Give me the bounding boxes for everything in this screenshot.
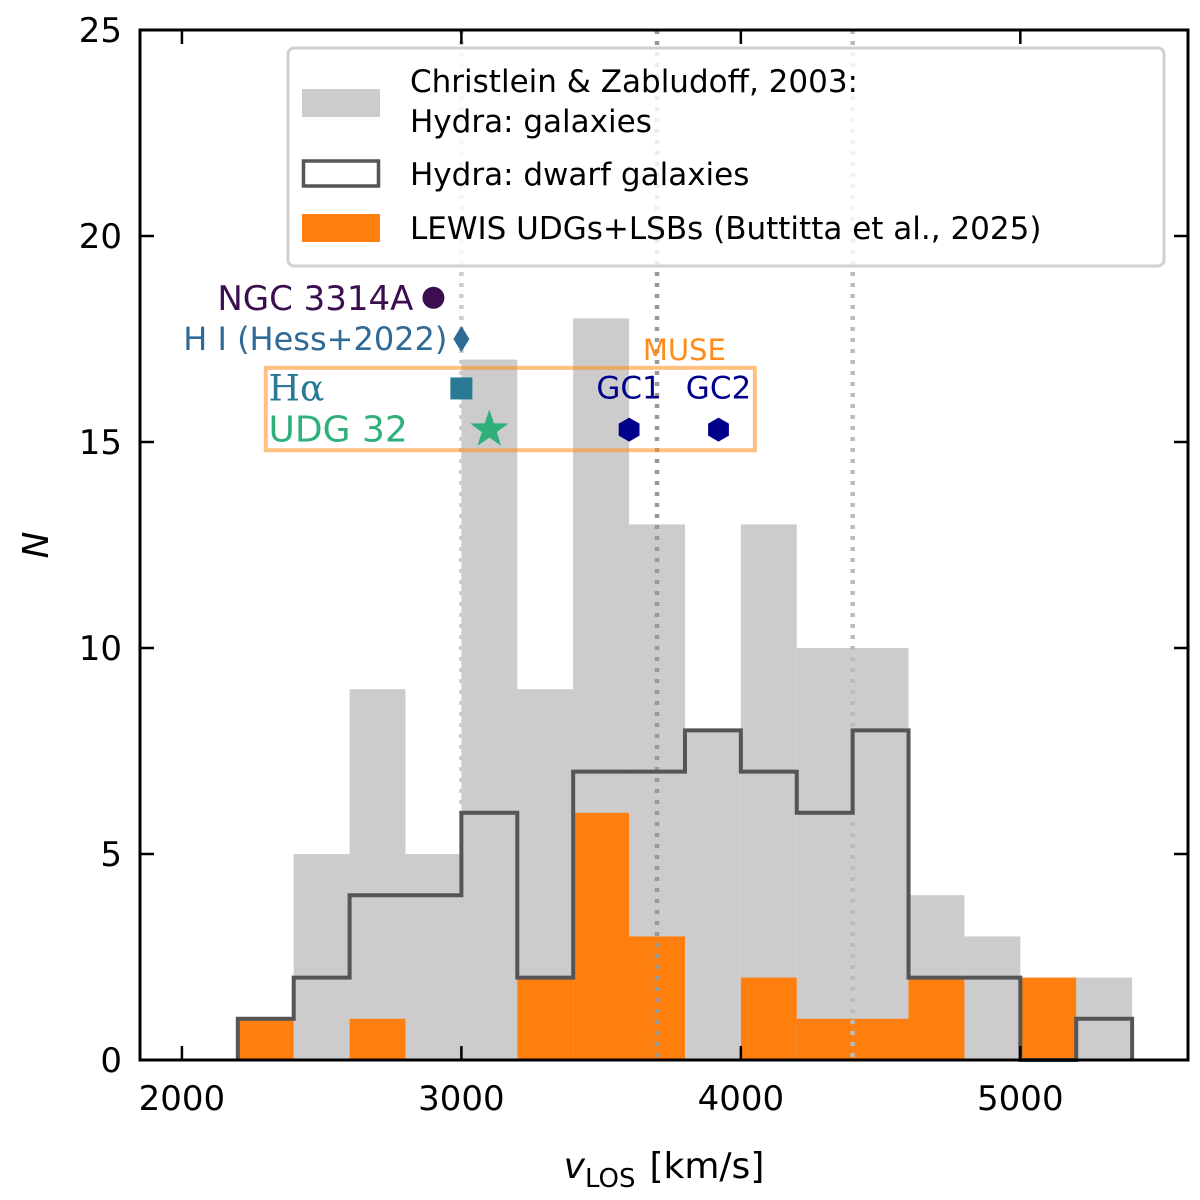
legend-label-galaxies-line1: Christlein & Zabludoff, 2003: — [410, 64, 858, 100]
lewis-bar — [852, 1018, 909, 1060]
plot-frame — [138, 28, 1190, 1062]
legend: Christlein & Zabludoff, 2003: Hydra: gala… — [286, 46, 1166, 268]
lewis-bar — [573, 812, 630, 1060]
lewis-bar — [796, 1018, 853, 1060]
x-tick-label: 5000 — [977, 1079, 1064, 1119]
label-gc1: GC1 — [596, 371, 661, 407]
lewis-bar — [740, 977, 797, 1060]
label-h-i-hess-2022: H I (Hess+2022) — [183, 320, 447, 358]
lewis-bar — [1020, 977, 1077, 1060]
point-udg-32 — [470, 409, 509, 446]
dwarf-galaxies-step-line — [235, 728, 1135, 1062]
lewis-bar — [908, 977, 965, 1060]
galaxies-bar — [405, 854, 462, 1060]
label-ngc-3314a: NGC 3314A — [217, 279, 413, 319]
point-gc2 — [708, 417, 729, 442]
y-tick-label: 15 — [79, 423, 122, 463]
point-h-i-hess-2022 — [453, 326, 470, 352]
point-ngc-3314a — [422, 286, 445, 309]
legend-swatch-dwarf — [301, 159, 381, 188]
x-axis-label-var: v — [564, 1146, 586, 1187]
legend-label-lewis: LEWIS UDGs+LSBs (Buttitta et al., 2025) — [410, 211, 1041, 247]
label-h: Hα — [269, 368, 325, 409]
galaxies-bar — [461, 359, 518, 1061]
legend-swatch-galaxies — [302, 89, 380, 117]
x-axis-label-unit: [km/s] — [649, 1146, 764, 1187]
legend-label-galaxies-line2: Hydra: galaxies — [410, 104, 652, 140]
x-axis-label-sub: LOS — [585, 1164, 636, 1194]
galaxies-bar — [293, 854, 350, 1060]
y-tick-label: 0 — [100, 1041, 122, 1081]
x-tick-label: 3000 — [418, 1079, 505, 1119]
point-h — [450, 377, 473, 400]
muse-box-frame — [263, 365, 757, 453]
x-tick-label: 4000 — [698, 1079, 785, 1119]
lewis-bar — [237, 1018, 294, 1060]
y-tick-label: 25 — [79, 11, 122, 51]
x-tick-label: 2000 — [139, 1079, 226, 1119]
x-axis-label: vLOS [km/s] — [564, 1146, 765, 1194]
galaxies-bar — [796, 648, 853, 1060]
point-gc1 — [618, 417, 640, 442]
y-tick-label: 10 — [79, 629, 122, 669]
y-tick-label: 20 — [79, 217, 122, 257]
galaxies-bar — [349, 689, 406, 1060]
lewis-bar — [349, 1018, 406, 1060]
y-tick-label: 5 — [100, 835, 122, 875]
galaxies-bar — [740, 524, 797, 1060]
label-udg-32: UDG 32 — [269, 410, 408, 451]
galaxies-bar — [852, 648, 909, 1060]
legend-label-dwarf: Hydra: dwarf galaxies — [410, 157, 749, 193]
muse-label: MUSE — [643, 333, 726, 367]
legend-frame — [286, 46, 1166, 268]
galaxies-bar — [964, 936, 1021, 1060]
galaxies-bar — [684, 730, 741, 1060]
label-gc2: GC2 — [686, 371, 751, 407]
y-axis-label: N — [16, 532, 57, 559]
muse-box: MUSE — [263, 333, 757, 453]
lewis-bar — [517, 977, 574, 1060]
legend-swatch-lewis — [302, 214, 380, 242]
axes: 2000 3000 4000 5000 0 5 10 15 20 25 vLOS [km/s] N — [16, 11, 1190, 1194]
